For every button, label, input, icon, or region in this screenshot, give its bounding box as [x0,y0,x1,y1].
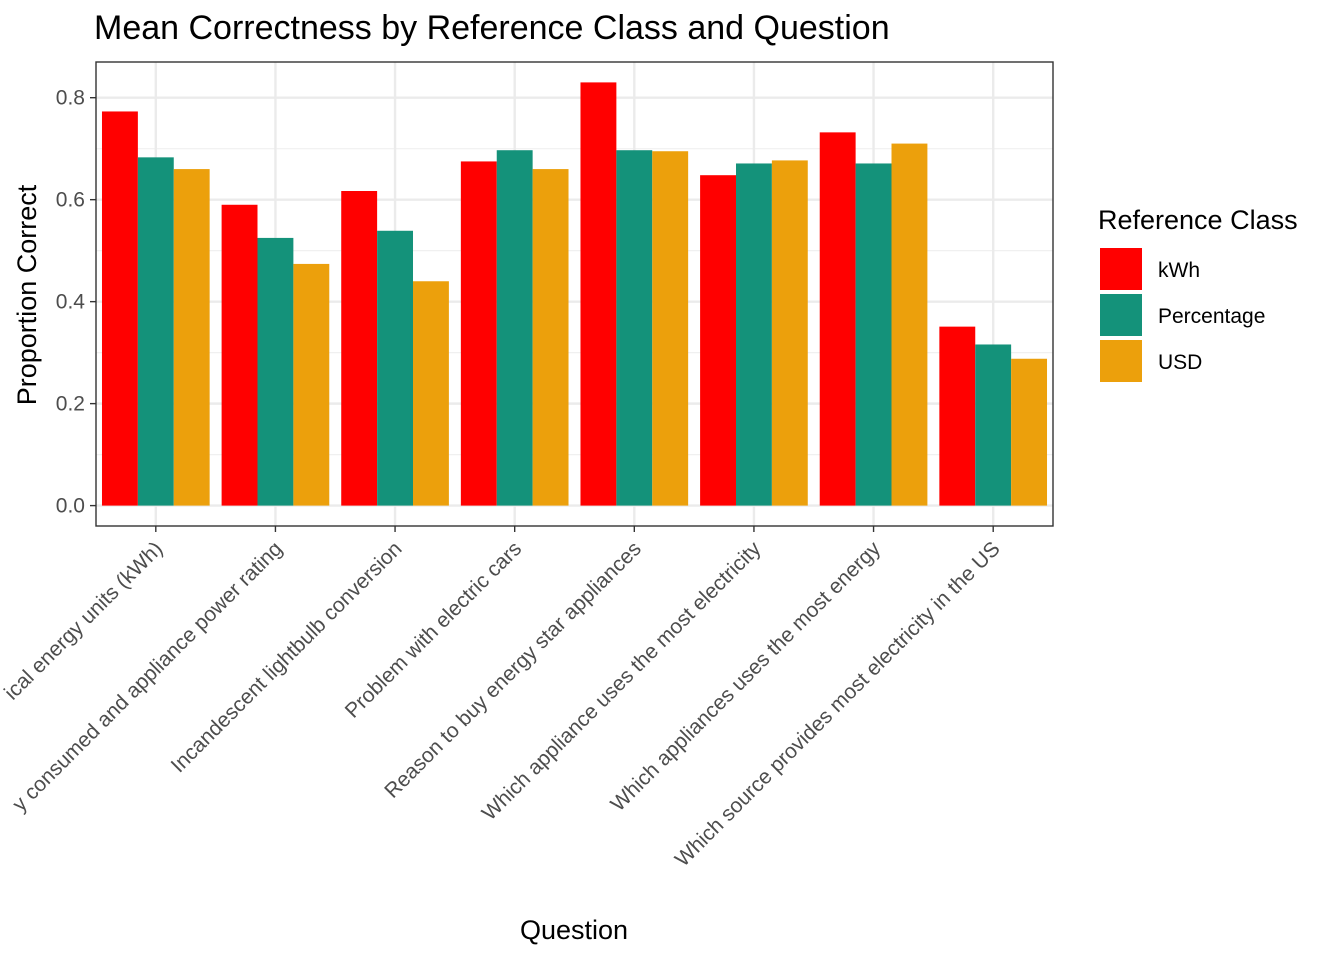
legend-title: Reference Class [1098,205,1298,235]
bar-kwh-1 [101,111,138,506]
bar-percentage-4 [496,150,533,506]
bar-usd-8 [1011,358,1048,506]
bar-usd-6 [771,160,808,506]
x-tick-label: Which appliances uses the most energy [606,537,885,816]
y-tick-label: 0.6 [56,189,85,212]
panel-border [95,61,1054,527]
bar-kwh-4 [460,161,497,506]
legend-key-percentage [1100,294,1142,336]
bar-usd-2 [293,263,330,506]
bar-usd-1 [173,169,210,506]
legend-label-percentage: Percentage [1158,305,1265,328]
x-tick-label: Which appliance uses the most electricit… [478,537,766,825]
bars-group [101,82,1048,506]
bar-kwh-2 [221,204,258,506]
x-axis: ical energy units (kWh)y consumed and ap… [0,526,1005,871]
bar-kwh-8 [939,326,976,506]
y-tick-label: 0.4 [56,291,86,314]
x-tick-label: Incandescent lightbulb conversion [167,537,407,777]
bar-percentage-7 [855,163,892,506]
y-tick-label: 0.0 [56,495,85,518]
bar-percentage-1 [137,157,174,506]
bar-percentage-8 [975,344,1012,506]
bar-kwh-6 [700,175,736,506]
bar-kwh-3 [341,191,378,506]
legend-key-kwh [1100,248,1142,290]
x-tick-label: Reason to buy energy star appliances [380,537,646,803]
y-axis-title: Proportion Correct [12,184,42,405]
legend: Reference Class kWh Percentage USD [1098,205,1298,382]
bar-percentage-3 [377,230,414,506]
bar-usd-5 [652,151,689,506]
bar-usd-7 [891,143,928,506]
bar-usd-3 [413,281,449,506]
bar-percentage-6 [735,163,772,506]
y-tick-label: 0.2 [56,393,85,416]
y-axis: 0.0 0.2 0.4 0.6 0.8 [56,87,96,518]
bar-kwh-7 [819,132,856,506]
x-tick-label: y consumed and appliance power rating [8,537,287,816]
bar-kwh-5 [580,82,617,506]
x-axis-title: Question [520,915,628,945]
y-tick-label: 0.8 [56,87,85,110]
bar-usd-4 [532,169,569,506]
bar-percentage-5 [616,150,653,506]
legend-label-usd: USD [1158,351,1202,374]
chart-title: Mean Correctness by Reference Class and … [94,9,890,47]
legend-key-usd [1100,340,1142,382]
bar-percentage-2 [257,237,294,506]
legend-label-kwh: kWh [1158,259,1200,282]
